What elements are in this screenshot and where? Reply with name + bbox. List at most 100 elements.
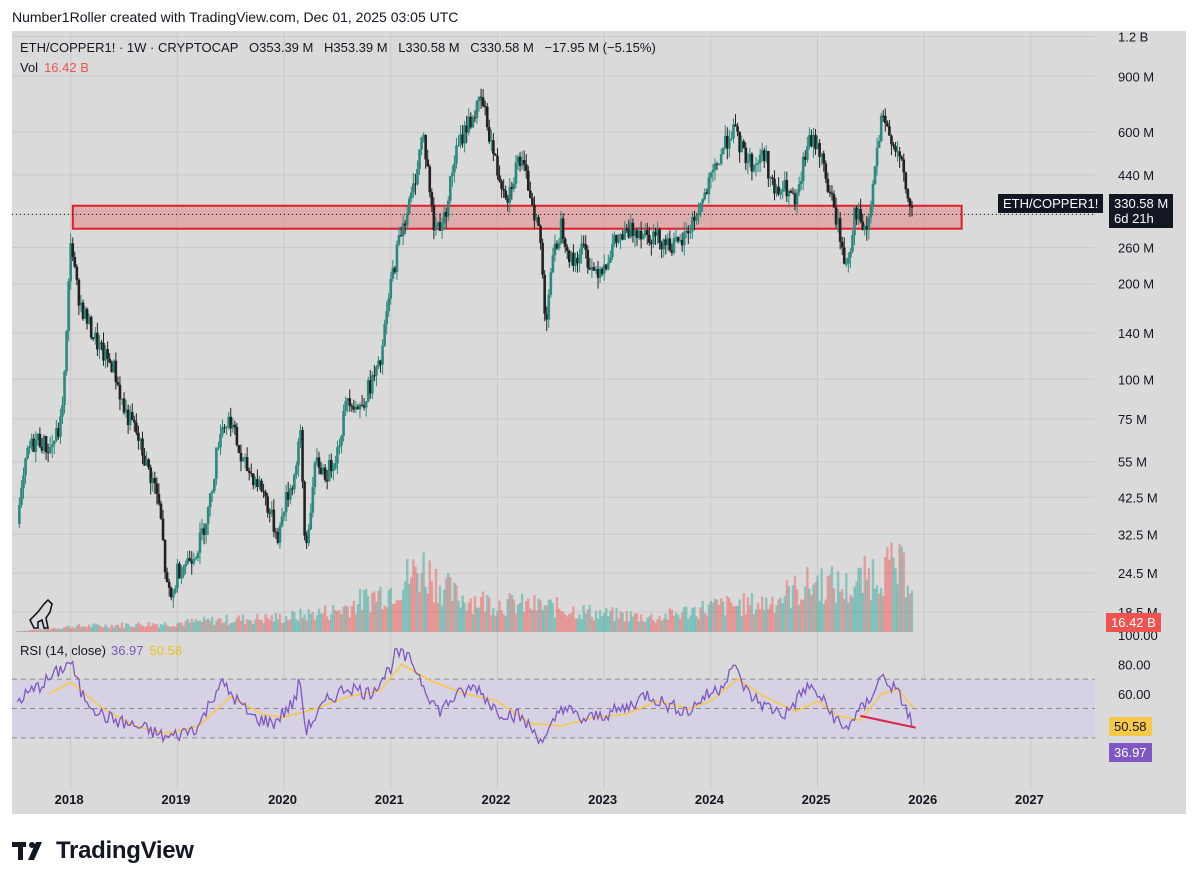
candle-body (812, 134, 815, 147)
volume-bar (373, 591, 376, 632)
volume-bar (516, 604, 520, 632)
volume-bar (779, 597, 782, 632)
volume-bar (338, 610, 341, 632)
volume-bar (641, 620, 645, 632)
candle-body (385, 311, 388, 325)
candle-body (457, 145, 460, 147)
volume-bar (180, 622, 183, 632)
candle-body (102, 342, 105, 361)
volume-bar (600, 616, 604, 632)
volume-bar (126, 623, 130, 632)
symbol-price-tag: ETH/COPPER1! (998, 194, 1104, 213)
candle-body (77, 279, 81, 306)
rsi-legend[interactable]: RSI (14, close) 36.97 50.58 (20, 643, 182, 658)
candle-body (582, 243, 585, 245)
candle-body (730, 138, 733, 140)
candle-body (801, 156, 805, 182)
candle-body (311, 487, 315, 513)
candle-body (717, 163, 721, 165)
candle-body (869, 207, 873, 218)
candle-body (295, 465, 298, 475)
volume-bar (689, 615, 692, 632)
volume-bar (658, 616, 661, 632)
x-axis-tick-label: 2022 (481, 792, 510, 807)
volume-bar (605, 607, 608, 632)
volume-bar (615, 607, 618, 632)
rsi-axis-tick-label: 60.00 (1118, 687, 1151, 702)
volume-bar (61, 628, 64, 632)
volume-bar (855, 581, 858, 632)
candle-body (350, 405, 354, 407)
volume-bar (627, 621, 631, 632)
volume-bar (200, 621, 204, 632)
candle-body (196, 552, 200, 559)
candle-body (395, 244, 399, 273)
volume-bar (650, 613, 653, 632)
volume-bar (728, 598, 731, 632)
candle-body (334, 463, 337, 469)
candle-body (307, 529, 311, 544)
volume-bar (118, 627, 122, 632)
volume-bar (508, 593, 511, 632)
volume-bar (289, 619, 292, 632)
candle-body (85, 308, 89, 324)
volume-bar (383, 605, 386, 632)
candle-body (744, 147, 748, 164)
candle-body (902, 159, 906, 173)
candle-body (96, 332, 99, 350)
volume-bar (408, 583, 411, 632)
y-axis-tick-label: 260 M (1118, 241, 1154, 256)
volume-bar (810, 595, 813, 632)
volume-bar (112, 627, 115, 632)
volume-bar (399, 600, 403, 632)
rsi-ma-tag: 50.58 (1109, 717, 1152, 736)
volume-bar (574, 618, 577, 632)
candle-body (48, 446, 52, 453)
candle-body (237, 445, 241, 453)
volume-legend[interactable]: Vol 16.42 B (20, 60, 89, 75)
volume-bar (274, 613, 278, 632)
volume-bar (356, 604, 360, 632)
volume-bar (330, 614, 333, 632)
candle-body (208, 493, 212, 508)
volume-bar (763, 610, 766, 632)
x-axis-tick-label: 2019 (161, 792, 190, 807)
volume-bar (748, 605, 752, 632)
candle-body (687, 230, 690, 234)
candle-body (762, 150, 766, 162)
candle-body (252, 473, 255, 486)
candle-body (623, 228, 627, 240)
volume-bar (471, 613, 475, 632)
candle-body (799, 181, 803, 185)
volume-bar (652, 620, 655, 632)
volume-bar (875, 585, 879, 632)
volume-bar (83, 626, 87, 632)
candle-body (711, 170, 715, 173)
volume-bar (317, 608, 321, 632)
volume-bar (55, 629, 58, 632)
candle-body (494, 154, 497, 156)
volume-bar (533, 595, 536, 632)
tradingview-logo[interactable]: TradingView (12, 837, 194, 865)
candle-body (94, 332, 97, 339)
candle-body (143, 455, 146, 466)
candle-body (157, 493, 161, 504)
candle-body (399, 235, 403, 237)
candle-body (293, 474, 296, 490)
volume-bar (500, 609, 503, 632)
candle-body (606, 262, 610, 270)
candle-body (789, 190, 793, 193)
volume-bar (590, 616, 594, 632)
candle-body (235, 426, 239, 446)
volume-bar (555, 597, 559, 632)
volume-bar (315, 615, 319, 632)
volume-bar (122, 627, 126, 632)
volume-bar (272, 621, 276, 632)
volume-bar (475, 607, 479, 632)
volume-bar (808, 588, 811, 632)
legend-symbol[interactable]: ETH/COPPER1! · 1W · CRYPTOCAP (20, 40, 239, 55)
volume-bar (233, 621, 237, 632)
candle-body (247, 471, 251, 473)
volume-bar (256, 613, 259, 632)
